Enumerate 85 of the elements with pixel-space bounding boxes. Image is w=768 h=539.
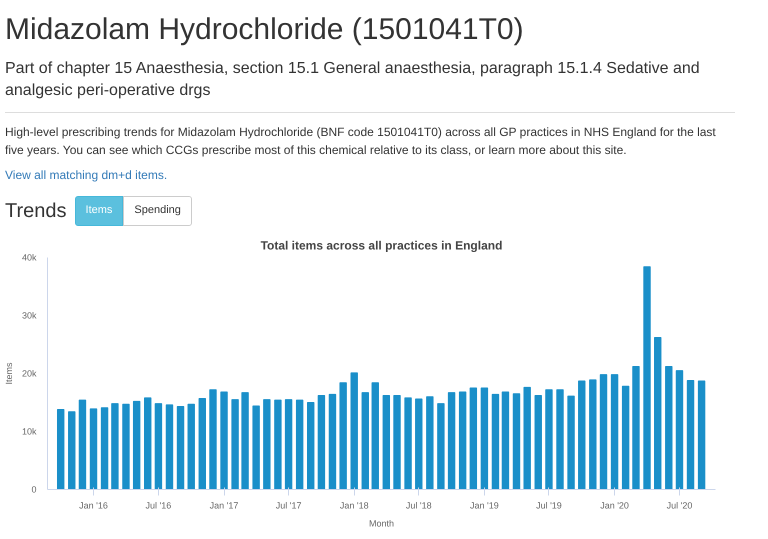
- y-tick-label: 40k: [22, 252, 37, 262]
- bar: [654, 336, 662, 490]
- x-tick-label: Jul '20: [666, 500, 692, 510]
- bar: [698, 380, 706, 490]
- chart-title: Total items across all practices in England: [260, 238, 502, 252]
- bar: [632, 366, 640, 490]
- bar: [404, 397, 412, 490]
- bar: [154, 402, 162, 490]
- bar: [306, 402, 314, 490]
- bar: [68, 410, 76, 490]
- bar: [318, 394, 326, 490]
- y-axis-title: Items: [4, 362, 14, 384]
- bar: [470, 387, 478, 490]
- bar: [144, 397, 152, 490]
- bar: [437, 402, 445, 490]
- bar: [578, 380, 586, 490]
- bar: [252, 405, 260, 490]
- bar: [372, 382, 379, 490]
- bar: [393, 394, 401, 490]
- bar: [534, 394, 542, 490]
- y-tick-label: 30k: [22, 310, 37, 320]
- x-axis-title: Month: [368, 518, 394, 528]
- x-tick-label: Jul '16: [146, 500, 172, 510]
- bar: [350, 372, 358, 490]
- bar: [263, 398, 271, 490]
- text: Trends: [5, 198, 67, 224]
- bar: [241, 392, 249, 490]
- x-tick-label: Jan '19: [470, 500, 499, 510]
- bar: [122, 403, 130, 490]
- bar: [676, 370, 684, 490]
- bar: [686, 380, 694, 490]
- x-tick-label: Jan '17: [210, 500, 238, 510]
- bar: [458, 391, 466, 490]
- bar: [296, 399, 304, 490]
- bar: [567, 395, 575, 490]
- bar: [78, 399, 86, 490]
- bar: [502, 391, 510, 490]
- bar: [284, 398, 292, 490]
- bar: [492, 394, 500, 490]
- bar: [426, 396, 434, 490]
- x-tick-label: Jul '19: [536, 500, 562, 510]
- bar: [111, 402, 119, 490]
- x-tick-label: Jul '17: [276, 500, 302, 510]
- bar: [209, 388, 217, 490]
- bar: [176, 406, 184, 490]
- bar: [382, 394, 390, 490]
- bar: [523, 386, 531, 490]
- text: Spending: [123, 196, 192, 226]
- x-tick-label: Jul '18: [406, 500, 432, 510]
- bar: [220, 391, 228, 490]
- text: Part of chapter 15 Anaesthesia, section 15.1 General anaesthesia, paragraph 15.1.4 Sedative and analgesic peri-operative drgs: [5, 58, 701, 101]
- bar: [90, 408, 98, 490]
- bar: [448, 392, 456, 490]
- bar: [610, 374, 618, 490]
- text: Midazolam Hydrochloride (1501041T0): [5, 12, 525, 48]
- text: View all matching dm+d items.: [5, 166, 168, 184]
- bar: [589, 379, 597, 490]
- bar: [665, 366, 672, 490]
- x-tick-label: Jan '18: [340, 500, 369, 510]
- bar: [188, 403, 195, 490]
- bar: [643, 266, 651, 490]
- bar: [480, 387, 488, 490]
- x-tick-label: Jan '16: [79, 500, 108, 510]
- text: High-level prescribing trends for Midazolam Hydrochloride (BNF code 1501041T0) across all GP practices in NHS England for the last five years. You can see which CCGs prescribe most of this chemical relative to its class, or learn more about this site.: [5, 124, 717, 159]
- bar: [132, 400, 140, 490]
- bar: [274, 399, 282, 490]
- bar: [166, 404, 174, 490]
- bar: [556, 388, 564, 490]
- bar: [231, 398, 239, 490]
- bar: [622, 385, 630, 490]
- bar: [56, 408, 64, 490]
- y-tick-label: 0: [31, 484, 37, 494]
- bar: [415, 398, 422, 490]
- x-tick-label: Jan '20: [600, 500, 629, 510]
- bar: [512, 392, 520, 490]
- bar: [328, 394, 336, 490]
- bar: [362, 392, 369, 490]
- bar: [545, 388, 553, 490]
- bar: [198, 398, 206, 490]
- text: Items: [74, 196, 124, 226]
- bar: [600, 374, 608, 490]
- bar: [100, 406, 108, 490]
- y-tick-label: 20k: [22, 368, 37, 378]
- bar: [339, 382, 347, 490]
- y-tick-label: 10k: [22, 426, 37, 436]
